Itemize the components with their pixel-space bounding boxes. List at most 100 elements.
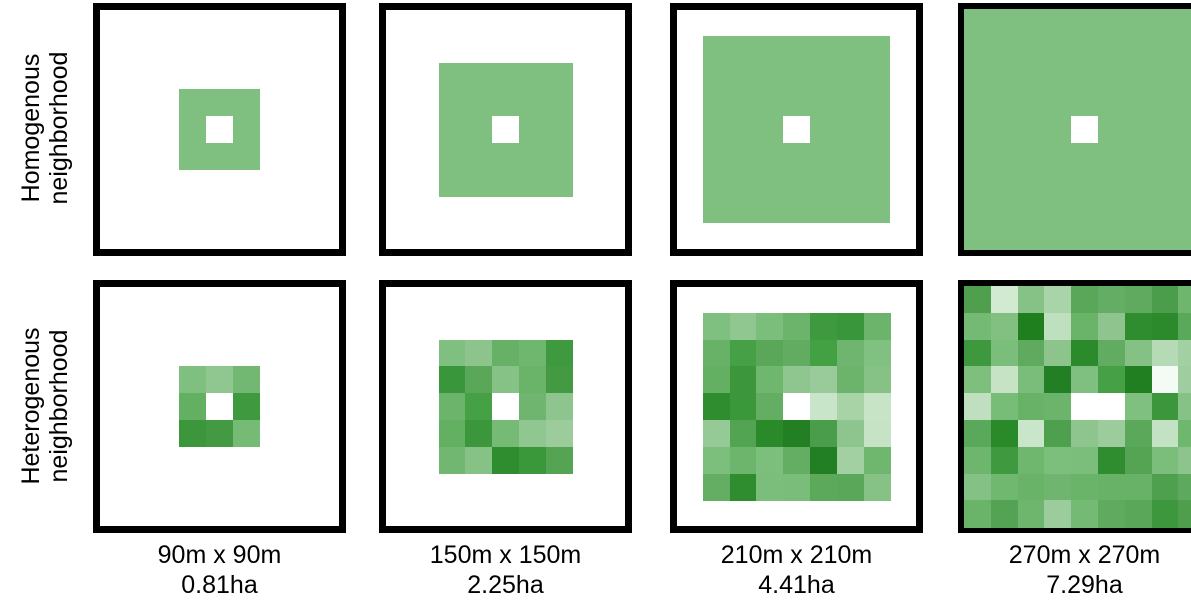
neighborhood-cell xyxy=(1044,339,1072,367)
neighborhood-cell xyxy=(863,419,891,448)
neighborhood-cell xyxy=(836,366,864,394)
neighborhood-cell xyxy=(756,446,784,474)
neighborhood-cell xyxy=(990,473,1018,501)
neighborhood-cell xyxy=(492,446,520,474)
neighborhood-cell xyxy=(863,366,891,394)
neighborhood-cell xyxy=(1017,393,1045,421)
neighborhood-cell xyxy=(963,446,992,474)
window-size-caption: 150m x 150m 2.25ha xyxy=(386,540,626,600)
neighborhood-cell xyxy=(1178,473,1191,501)
neighborhood-cell xyxy=(729,339,757,367)
neighborhood-cell xyxy=(863,473,891,501)
neighborhood-cell xyxy=(1124,393,1152,421)
neighborhood-cell xyxy=(809,366,838,394)
neighborhood-cell xyxy=(963,312,992,340)
neighborhood-cell xyxy=(1071,473,1099,501)
neighborhood-cell xyxy=(809,419,838,448)
neighborhood-cell xyxy=(990,312,1018,340)
neighborhood-cell xyxy=(232,366,261,394)
neighborhood-cell xyxy=(702,473,730,501)
neighborhood-cell xyxy=(1178,393,1191,421)
neighborhood-cell xyxy=(702,366,730,394)
neighborhood-cell xyxy=(1044,473,1072,501)
neighborhood-cell xyxy=(518,393,547,421)
heterogeneous-panel-9x9 xyxy=(958,280,1191,533)
neighborhood-cell xyxy=(963,339,992,367)
neighborhood-cell xyxy=(1071,500,1099,528)
neighborhood-cell xyxy=(545,366,573,394)
neighborhood-cell xyxy=(729,312,757,340)
neighborhood-cell xyxy=(963,366,992,394)
neighborhood-cell xyxy=(465,446,493,474)
neighborhood-cell xyxy=(809,446,838,474)
neighborhood-cell xyxy=(702,393,730,421)
neighborhood-cell xyxy=(1017,446,1045,474)
neighborhood-cell xyxy=(1124,446,1152,474)
focal-cell xyxy=(492,116,519,143)
neighborhood-cell xyxy=(518,419,547,448)
neighborhood-cell xyxy=(963,285,992,314)
neighborhood-cell xyxy=(438,366,466,394)
neighborhood-cell xyxy=(545,419,573,448)
neighborhood-cell xyxy=(836,312,864,340)
neighborhood-cell xyxy=(1044,312,1072,340)
neighborhood-cell xyxy=(809,393,838,421)
neighborhood-cell xyxy=(1124,312,1152,340)
heterogeneous-panel-5x5 xyxy=(379,280,632,533)
neighborhood-cell xyxy=(1017,473,1045,501)
neighborhood-cell xyxy=(1071,339,1099,367)
focal-cell xyxy=(206,393,234,421)
neighborhood-cell xyxy=(963,500,992,528)
neighborhood-cell xyxy=(1151,312,1179,340)
neighborhood-cell xyxy=(863,339,891,367)
neighborhood-cell xyxy=(702,419,730,448)
neighborhood-cell xyxy=(492,419,520,448)
neighborhood-cell xyxy=(836,339,864,367)
neighborhood-cell xyxy=(1151,500,1179,528)
neighborhood-cell xyxy=(990,500,1018,528)
homogeneous-panel-9x9 xyxy=(958,3,1191,256)
focal-cell xyxy=(206,116,233,143)
size-label: 150m x 150m xyxy=(429,541,582,569)
neighborhood-cell xyxy=(1044,446,1072,474)
neighborhood-cell xyxy=(1124,285,1152,314)
neighborhood-cell xyxy=(990,419,1018,448)
size-label: 210m x 210m xyxy=(720,541,873,569)
size-label: 270m x 270m xyxy=(1008,541,1161,569)
focal-cell xyxy=(783,116,810,143)
neighborhood-cell xyxy=(809,339,838,367)
neighborhood-cell xyxy=(836,473,864,501)
neighborhood-cell xyxy=(438,339,466,367)
neighborhood-cell xyxy=(783,366,811,394)
neighborhood-cell xyxy=(756,393,784,421)
focal-cell xyxy=(783,393,811,421)
neighborhood-cell xyxy=(863,393,891,421)
neighborhood-cell xyxy=(1178,285,1191,314)
neighborhood-cell xyxy=(1097,419,1126,448)
neighborhood-cell xyxy=(809,312,838,340)
neighborhood-cell xyxy=(1044,393,1072,421)
neighborhood-cell xyxy=(809,473,838,501)
neighborhood-cell xyxy=(465,393,493,421)
neighborhood-cell xyxy=(756,312,784,340)
size-label: 90m x 90m xyxy=(157,541,282,569)
neighborhood-cell xyxy=(465,339,493,367)
neighborhood-cell xyxy=(1017,500,1045,528)
neighborhood-cell xyxy=(836,419,864,448)
neighborhood-cell xyxy=(1178,339,1191,367)
neighborhood-cell xyxy=(783,312,811,340)
neighborhood-cell xyxy=(963,473,992,501)
neighborhood-cell xyxy=(206,366,234,394)
row-label-homogenous: Homogenous neighborhood xyxy=(17,51,73,205)
neighborhood-cell xyxy=(963,419,992,448)
neighborhood-cell xyxy=(990,366,1018,394)
neighborhood-cell xyxy=(438,446,466,474)
neighborhood-cell xyxy=(1044,419,1072,448)
neighborhood-cell xyxy=(756,339,784,367)
homogeneous-panel-3x3 xyxy=(93,3,346,256)
neighborhood-cell xyxy=(1151,473,1179,501)
neighborhood-cell xyxy=(1017,366,1045,394)
neighborhood-cell xyxy=(545,339,573,367)
window-size-caption: 270m x 270m 7.29ha xyxy=(965,540,1191,600)
area-label: 0.81ha xyxy=(181,571,258,599)
